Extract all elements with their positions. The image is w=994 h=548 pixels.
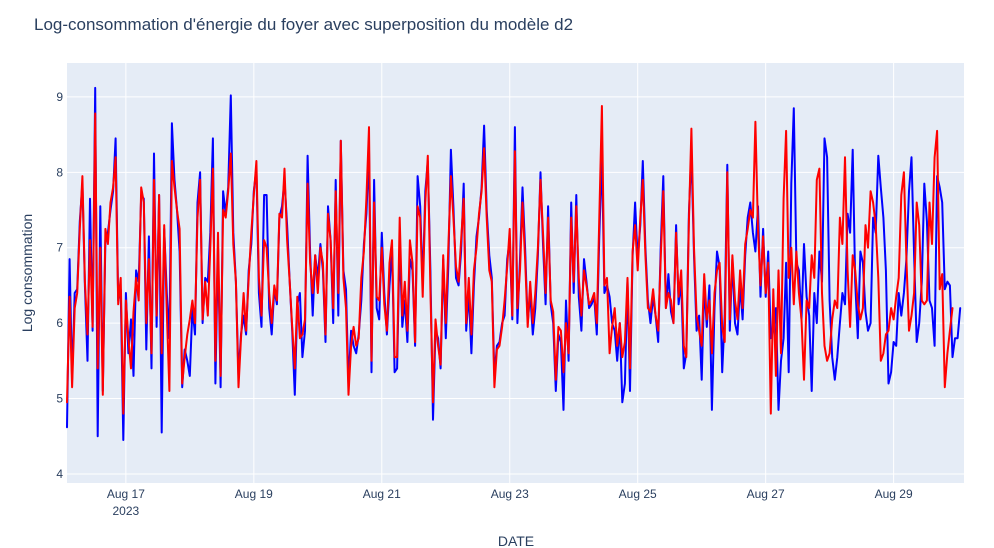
x-tick-label: Aug 17	[107, 487, 145, 501]
series-line-model-d2	[66, 105, 954, 415]
x-axis-title: DATE	[498, 533, 534, 548]
y-axis-title: Log consommation	[19, 214, 35, 332]
series-layer	[66, 86, 962, 441]
x-axis-ticks: Aug 17 2023 Aug 19 Aug 21 Aug 23 Aug 25 Aug 27…	[107, 487, 913, 518]
x-tick-label: Aug 25	[619, 487, 657, 501]
x-tick-label: Aug 29	[875, 487, 913, 501]
x-tick-sublabel: 2023	[113, 504, 140, 518]
y-tick-label: 5	[56, 392, 63, 406]
x-tick-label: Aug 27	[747, 487, 785, 501]
y-tick-label: 4	[56, 467, 63, 481]
x-tick-label: Aug 23	[491, 487, 529, 501]
y-tick-label: 7	[56, 241, 63, 255]
x-tick-label: Aug 21	[363, 487, 401, 501]
y-tick-label: 8	[56, 165, 63, 179]
y-tick-label: 6	[56, 316, 63, 330]
y-tick-label: 9	[56, 90, 63, 104]
x-tick-label: Aug 19	[235, 487, 273, 501]
y-axis-ticks: 4 5 6 7 8 9	[56, 90, 63, 481]
chart-title: Log-consommation d'énergie du foyer avec…	[34, 15, 573, 34]
